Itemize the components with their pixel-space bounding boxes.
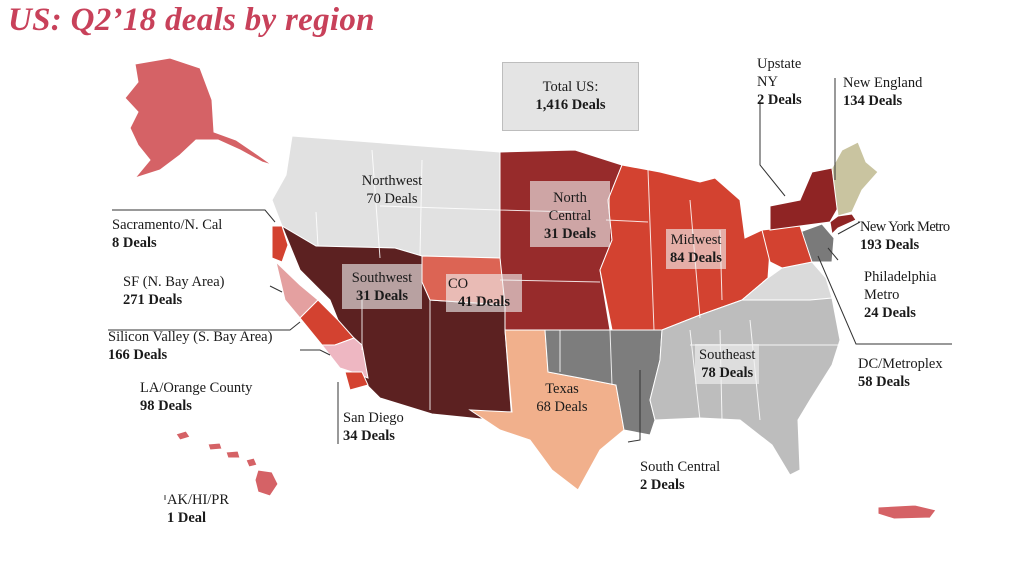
label-dc-metroplex: DC/Metroplex 58 Deals <box>858 356 943 390</box>
label-sacramento-n-cal: Sacramento/N. Cal 8 Deals <box>112 217 223 251</box>
page-title: US: Q2’18 deals by region <box>8 2 375 38</box>
label-midwest: Midwest 84 Deals <box>666 229 726 269</box>
leader-lines <box>108 78 952 500</box>
region-alaska[interactable] <box>124 57 273 179</box>
label-new-england: New England 134 Deals <box>843 75 923 109</box>
total-us-box: Total US: 1,416 Deals <box>502 62 639 131</box>
region-sacramento-n-cal[interactable] <box>271 225 289 263</box>
region-upstate-ny[interactable] <box>769 167 839 231</box>
label-sf-n-bay-area: SF (N. Bay Area) 271 Deals <box>123 274 225 308</box>
label-north-central: North Central 31 Deals <box>530 181 610 247</box>
region-new-york-metro[interactable] <box>829 213 857 236</box>
region-puerto-rico[interactable] <box>877 504 937 520</box>
label-texas: Texas 68 Deals <box>536 381 588 415</box>
region-hawaii[interactable] <box>175 430 279 497</box>
label-co: CO 41 Deals <box>446 274 522 312</box>
region-new-england[interactable] <box>831 141 879 217</box>
label-ak-hi-pr: AK/HI/PR 1 Deal <box>167 492 230 526</box>
label-upstate-ny: Upstate NY 2 Deals <box>757 56 802 108</box>
label-southwest: Southwest 31 Deals <box>342 264 422 309</box>
label-la-orange-county: LA/Orange County 98 Deals <box>140 380 253 414</box>
label-southeast: Southeast 78 Deals <box>695 344 760 384</box>
region-dc-metroplex[interactable] <box>740 261 833 301</box>
region-san-diego[interactable] <box>344 371 369 391</box>
label-south-central: South Central 2 Deals <box>640 459 721 493</box>
label-new-york-metro: New York Metro 193 Deals <box>860 219 950 253</box>
region-la-orange-county[interactable] <box>320 337 369 379</box>
label-philadelphia-metro: Philadelphia Metro 24 Deals <box>864 269 937 321</box>
total-label: Total US: <box>542 79 599 95</box>
total-deals: 1,416 Deals <box>535 97 606 113</box>
label-silicon-valley: Silicon Valley (S. Bay Area) 166 Deals <box>108 329 273 363</box>
label-northwest: Northwest 70 Deals <box>361 173 423 207</box>
label-san-diego: San Diego 34 Deals <box>343 410 404 444</box>
